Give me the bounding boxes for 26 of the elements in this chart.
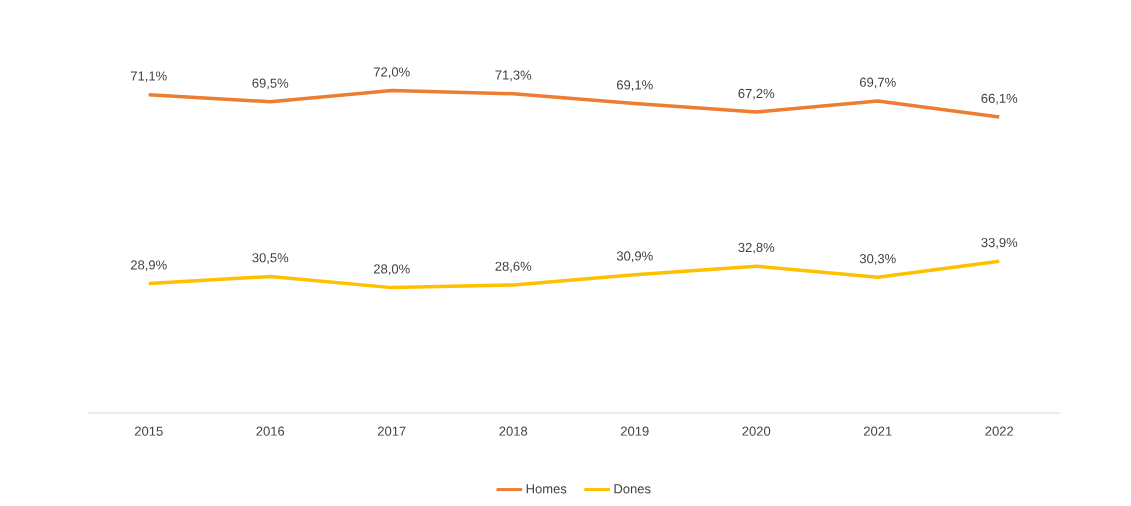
legend-label: Homes bbox=[526, 484, 567, 494]
x-tick-label: 2019 bbox=[620, 426, 649, 436]
data-label: 28,6% bbox=[495, 261, 532, 273]
data-label: 67,2% bbox=[738, 88, 775, 100]
data-label: 30,9% bbox=[616, 251, 653, 263]
data-label: 71,1% bbox=[131, 71, 167, 83]
data-label: 30,3% bbox=[859, 254, 896, 265]
x-tick-label: 2016 bbox=[256, 426, 285, 436]
x-tick-label: 2015 bbox=[134, 426, 163, 436]
data-label: 28,0% bbox=[373, 264, 410, 276]
data-label: 72,0% bbox=[374, 67, 410, 79]
data-label: 30,5% bbox=[252, 253, 289, 264]
data-label: 71,3% bbox=[495, 70, 532, 82]
data-label: 66,1% bbox=[981, 93, 1018, 105]
data-label: 33,9% bbox=[981, 237, 1018, 249]
data-label: 69,7% bbox=[859, 77, 896, 89]
legend-label: Dones bbox=[614, 484, 651, 494]
data-label: 32,8% bbox=[738, 242, 775, 254]
x-tick-label: 2021 bbox=[863, 426, 892, 436]
data-label: 69,5% bbox=[252, 78, 289, 90]
x-tick-label: 2022 bbox=[985, 426, 1014, 436]
x-tick-label: 2020 bbox=[742, 426, 771, 436]
data-label: 69,1% bbox=[616, 80, 653, 92]
x-tick-label: 2017 bbox=[377, 426, 406, 436]
data-label: 28,9% bbox=[130, 260, 167, 272]
x-tick-label: 2018 bbox=[499, 426, 528, 436]
